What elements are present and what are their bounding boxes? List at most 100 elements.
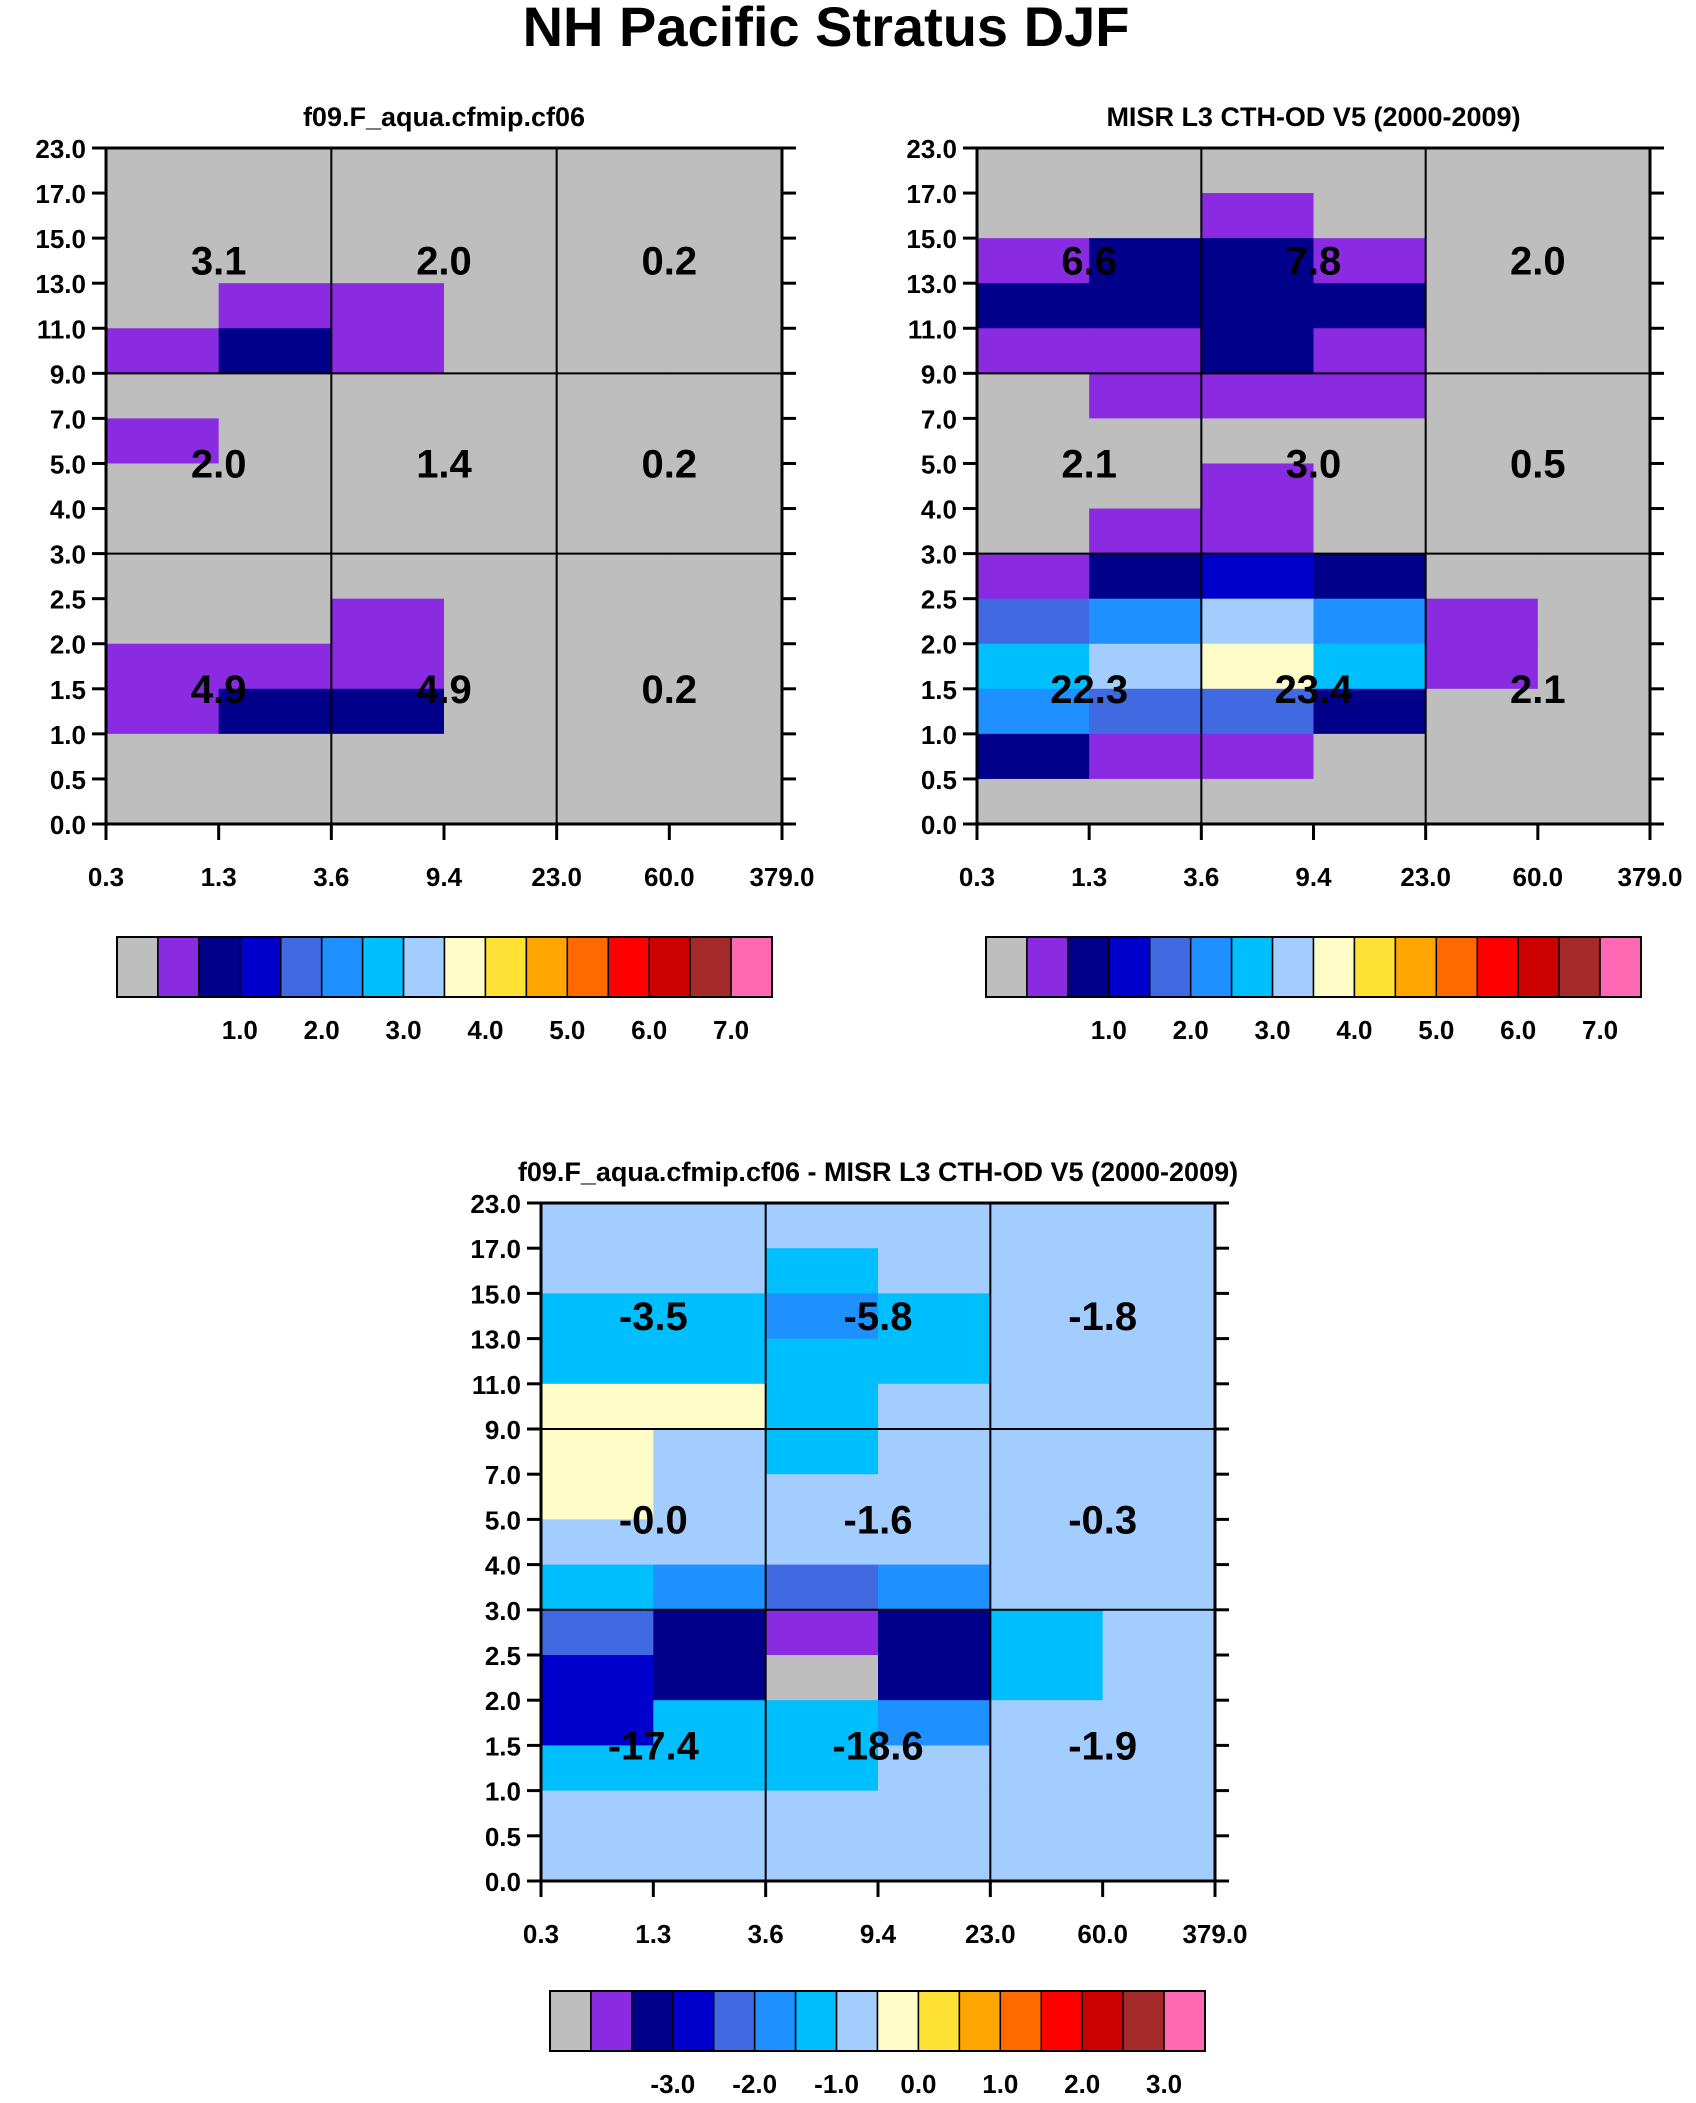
summary-value-label: 0.2 (642, 240, 698, 284)
heatmap-cell (556, 418, 670, 465)
x-tick-label: 1.3 (201, 862, 237, 892)
y-tick-label: 2.5 (50, 585, 86, 615)
heatmap-cell (765, 1564, 879, 1611)
heatmap-cell (765, 1338, 879, 1385)
heatmap-cell (669, 553, 783, 600)
y-tick-label: 5.0 (921, 449, 957, 479)
heatmap-cell (331, 463, 445, 510)
heatmap-cell (444, 598, 558, 645)
heatmap-cell (653, 1790, 767, 1837)
heatmap-cell (1102, 1700, 1216, 1746)
heatmap-cell (444, 643, 558, 690)
colorbar-swatch (985, 936, 1028, 998)
heatmap-cell (1313, 328, 1427, 374)
heatmap-cell (765, 1655, 879, 1701)
colorbar-swatch (1163, 1990, 1206, 2052)
colorbar-frame (549, 1990, 1206, 2052)
heatmap-cell (1089, 283, 1202, 329)
heatmap-cell (1425, 778, 1539, 825)
summary-value-label: -0.3 (1068, 1498, 1137, 1542)
x-tick-label: 60.0 (644, 862, 695, 892)
heatmap-cell (1102, 1790, 1216, 1837)
x-tick-label: 3.6 (1183, 862, 1219, 892)
colorbar-swatch (549, 1990, 592, 2052)
heatmap-cell (1089, 238, 1202, 284)
heatmap-cell (1102, 1609, 1216, 1656)
heatmap-cell (1201, 598, 1315, 645)
x-tick-label: 23.0 (1400, 862, 1451, 892)
heatmap-cell (1201, 508, 1315, 555)
heatmap-cell (878, 1519, 991, 1566)
x-tick-label: 1.3 (635, 1919, 671, 1949)
summary-value-label: 2.0 (191, 442, 247, 486)
summary-value-label: -18.6 (832, 1724, 923, 1768)
heatmap-cell (541, 1790, 654, 1837)
heatmap-cell (541, 1519, 654, 1566)
heatmap-cell (1313, 193, 1427, 239)
heatmap-cell (1537, 553, 1651, 600)
y-tick-label: 4.0 (921, 495, 957, 525)
y-tick-label: 7.0 (921, 404, 957, 434)
heatmap-cell (106, 643, 220, 690)
colorbar-swatch (590, 1990, 633, 2052)
colorbar-tick-label: 6.0 (1500, 1015, 1536, 1045)
heatmap-cell (1425, 733, 1539, 780)
summary-value-label: 0.5 (1510, 442, 1566, 486)
y-tick-label: 9.0 (50, 359, 86, 389)
summary-value-label: 2.0 (416, 240, 472, 284)
colorbar-tick-label: 5.0 (1418, 1015, 1454, 1045)
heatmap-cell (990, 1609, 1104, 1656)
heatmap-cell (1537, 733, 1651, 780)
heatmap-cell (1313, 643, 1427, 690)
heatmap-cell (1313, 553, 1427, 600)
heatmap-cell (218, 553, 332, 600)
colorbar-swatch (631, 1990, 674, 2052)
summary-value-label: 2.1 (1510, 668, 1566, 712)
heatmap-cell (1313, 418, 1427, 465)
heatmap-cell (878, 1700, 991, 1746)
heatmap-cell (990, 1835, 1104, 1882)
heatmap-cell (765, 1474, 879, 1520)
y-tick-label: 15.0 (906, 224, 957, 254)
heatmap-cell (331, 553, 445, 600)
heatmap-cell (106, 598, 220, 645)
summary-value-label: 2.1 (1061, 442, 1117, 486)
heatmap-cell (556, 193, 670, 239)
heatmap-cell (878, 1248, 991, 1294)
heatmap-cell (1313, 148, 1427, 194)
heatmap-cell (218, 418, 332, 465)
heatmap-cell (106, 688, 220, 735)
heatmap-cell (990, 1519, 1104, 1566)
x-tick-label: 3.6 (313, 862, 349, 892)
heatmap-cell (765, 1429, 879, 1475)
heatmap-cell (106, 418, 220, 465)
heatmap-cell (1313, 238, 1427, 284)
heatmap-cell (1089, 553, 1202, 600)
colorbar-swatch (566, 936, 609, 998)
heatmap-cell (669, 778, 783, 825)
heatmap-cell (653, 1203, 767, 1249)
heatmap-cell (444, 193, 558, 239)
heatmap-cell (444, 778, 558, 825)
heatmap-cell (1313, 598, 1427, 645)
colorbar-tick-label: 3.0 (385, 1015, 421, 1045)
colorbar-tick-label: 1.0 (982, 2069, 1018, 2099)
heatmap-cell (765, 1203, 879, 1249)
heatmap-cell (977, 193, 1090, 239)
heatmap-cell (106, 733, 220, 780)
y-tick-label: 1.5 (50, 675, 86, 705)
y-tick-label: 15.0 (470, 1279, 521, 1309)
heatmap-cell (1201, 148, 1315, 194)
x-tick-label: 23.0 (531, 862, 582, 892)
y-tick-label: 3.0 (921, 540, 957, 570)
heatmap-cell (556, 688, 670, 735)
summary-value-label: 23.4 (1275, 668, 1354, 712)
heatmap-cell (541, 1655, 654, 1701)
y-tick-label: 9.0 (921, 359, 957, 389)
heatmap-cell (331, 328, 445, 374)
heatmap-cell (1201, 463, 1315, 510)
y-tick-label: 2.0 (485, 1686, 521, 1716)
colorbar-swatch (1230, 936, 1274, 998)
colorbar-swatch (525, 936, 569, 998)
heatmap-cell (541, 1429, 654, 1475)
